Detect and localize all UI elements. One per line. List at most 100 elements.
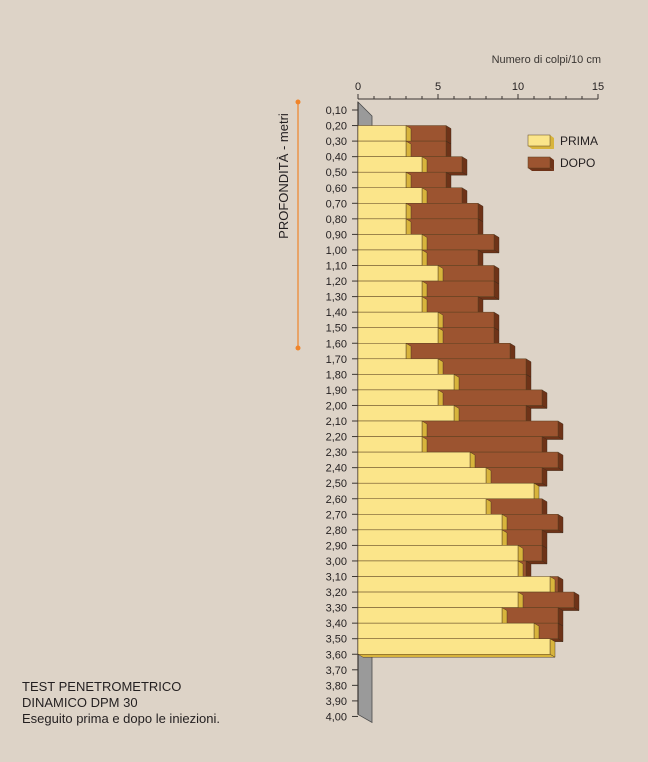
legend-label: PRIMA [560,134,598,148]
prima-bar [357,498,487,515]
prima-bar [357,203,407,220]
depth-label: 1,90 [326,385,347,397]
depth-label: 3,10 [326,572,347,584]
depth-label: 2,20 [326,432,347,444]
dopo-bar [437,327,495,344]
prima-bar [357,171,407,188]
dopo-bar [405,343,511,360]
dopo-bar [453,405,527,422]
x-tick-label: 10 [512,81,524,93]
dopo-bar [501,607,559,624]
depth-label: 0,40 [326,152,347,164]
prima-bar [357,234,423,251]
x-tick-label: 0 [355,81,361,93]
bars [357,125,580,658]
depth-label: 2,80 [326,525,347,537]
dopo-bar [405,171,447,188]
dopo-bar [437,389,543,406]
prima-bar [357,358,439,375]
dopo-bar [421,234,495,251]
dopo-bar [469,451,559,468]
depth-label: 2,00 [326,400,347,412]
depth-label: 0,20 [326,121,347,133]
prima-bar [357,514,503,531]
depth-label: 3,80 [326,680,347,692]
prima-bar [357,576,551,593]
dopo-bar [421,296,479,313]
x-axis: 0 5 10 15 [355,81,604,100]
dopo-bar [421,187,463,204]
prima-bar [357,374,455,391]
prima-bar [357,591,519,608]
dopo-bar [437,311,495,328]
prima-bar [357,280,423,297]
prima-bar [357,622,535,639]
legend-swatch-side [550,135,554,149]
prima-bar [357,529,503,546]
prima-bar [357,451,471,468]
dopo-bar [517,591,575,608]
legend-swatch-side [550,157,554,171]
x-tick-label: 5 [435,81,441,93]
prima-bar [357,560,519,577]
prima-bar [357,389,439,406]
legend-swatch [527,156,551,169]
caption: TEST PENETROMETRICO DINAMICO DPM 30 Eseg… [22,679,220,727]
depth-label: 1,50 [326,323,347,335]
prima-bar [357,125,407,142]
y-title-line-bottom-dot [295,345,301,351]
depth-label: 0,30 [326,136,347,148]
dopo-bar [405,125,447,142]
prima-bar [357,482,535,500]
prima-bar [357,140,407,157]
depth-label: 2,60 [326,494,347,506]
prima-bar [357,311,439,328]
depth-label: 2,70 [326,509,347,521]
depth-label: 4,00 [326,711,347,723]
prima-bar [357,296,423,313]
prima-bar [357,218,407,235]
prima-bar [357,187,423,204]
dopo-bar [421,280,495,297]
x-axis-title: Numero di colpi/10 cm [492,54,601,66]
prima-bar [357,343,407,360]
depth-label: 0,10 [326,105,347,117]
depth-label: 0,70 [326,198,347,210]
depth-label: 2,90 [326,540,347,552]
depth-label: 0,60 [326,183,347,195]
legend-swatch [527,134,551,147]
x-tick-label: 15 [592,81,604,93]
y-title-line-top-dot [295,99,301,105]
dopo-bar [405,203,479,220]
prima-bar [357,249,423,266]
depth-label: 2,10 [326,416,347,428]
depth-label: 3,00 [326,556,347,568]
depth-label: 3,50 [326,634,347,646]
caption-line-1: TEST PENETROMETRICO [22,679,182,694]
depth-label: 2,40 [326,463,347,475]
depth-label: 1,40 [326,307,347,319]
depth-label: 1,80 [326,369,347,381]
depth-label: 3,60 [326,649,347,661]
y-axis-title-group: PROFONDITÀ - metri [276,99,301,351]
dopo-bar [501,529,543,546]
dopo-bar [421,420,559,437]
dopo-bar [485,498,543,515]
depth-label: 0,90 [326,229,347,241]
prima-bar [357,467,487,484]
legend-swatch-bottom [528,168,554,171]
depth-label: 2,30 [326,447,347,459]
dopo-bar [485,467,543,484]
depth-label: 3,20 [326,587,347,599]
y-axis-title: PROFONDITÀ - metri [276,113,291,239]
dopo-bar [453,374,527,391]
prima-bar [357,420,423,437]
prima-bar [357,436,423,453]
depth-label: 1,70 [326,354,347,366]
depth-label: 2,50 [326,478,347,490]
depth-label: 0,80 [326,214,347,226]
prima-bar [357,638,551,655]
depth-label: 3,70 [326,665,347,677]
prima-bar [357,265,439,282]
depth-label: 3,90 [326,696,347,708]
